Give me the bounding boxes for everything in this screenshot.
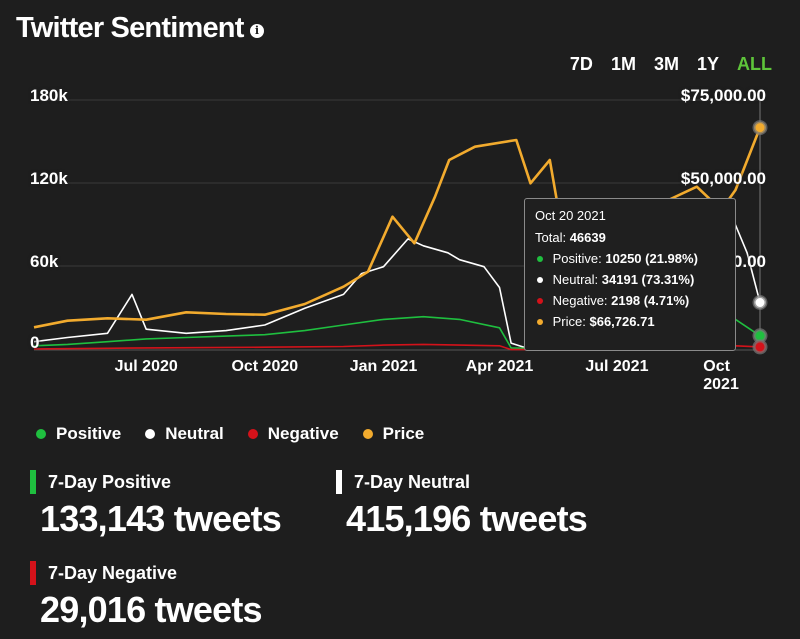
- y-left-tick-180k: 180k: [30, 86, 68, 105]
- legend-price-label: Price: [382, 424, 425, 443]
- negative-legend-dot-icon: [247, 429, 258, 439]
- chart-tooltip: Oct 20 2021 Total: 46639 Positive: 10250…: [524, 198, 736, 351]
- price-legend-dot-icon: [362, 429, 373, 439]
- y-right-tick-50000: $50,000.00: [680, 169, 766, 188]
- marker-negative: [752, 339, 768, 355]
- stat-positive-label: 7-Day Positive: [48, 472, 172, 492]
- tooltip-total-label: Total:: [535, 230, 567, 245]
- range-all[interactable]: ALL: [737, 54, 772, 74]
- legend-negative-label: Negative: [267, 424, 339, 443]
- y-left-tick-0: 0: [30, 333, 40, 352]
- tooltip-price: Price: $66,726.71: [535, 314, 725, 329]
- tooltip-negative: Negative: 2198 (4.71%): [535, 293, 725, 308]
- tooltip-positive: Positive: 10250 (21.98%): [535, 251, 725, 266]
- legend-positive-label: Positive: [56, 424, 122, 443]
- x-tick-apr-2021: Apr 2021: [465, 358, 534, 375]
- tooltip-total-value: 46639: [569, 230, 606, 245]
- tooltip-positive-label: Positive:: [552, 251, 602, 266]
- neutral-dot-icon: [537, 277, 543, 283]
- stat-positive-value: 133,143 tweets: [40, 498, 282, 539]
- tooltip-date: Oct 20 2021: [535, 208, 606, 223]
- positive-dot-icon: [537, 256, 543, 262]
- stat-neutral-label: 7-Day Neutral: [354, 472, 471, 492]
- y-right-tick-75000: $75,000.00: [680, 86, 766, 105]
- range-selector: 7D 1M 3M 1Y ALL: [570, 54, 772, 75]
- negative-bar-icon: [30, 561, 36, 585]
- tooltip-price-label: Price:: [552, 314, 586, 329]
- x-tick-jul-2020: Jul 2020: [114, 358, 178, 375]
- range-1m[interactable]: 1M: [610, 54, 636, 74]
- range-7d[interactable]: 7D: [569, 54, 593, 74]
- stat-negative-label: 7-Day Negative: [48, 563, 178, 583]
- x-tick-jul-2021: Jul 2021: [585, 358, 649, 375]
- x-tick-oct-2021: Oct 2021: [703, 358, 739, 393]
- legend-neutral-label: Neutral: [165, 424, 224, 443]
- x-tick-jan-2021: Jan 2021: [349, 358, 418, 375]
- legend-negative[interactable]: Negative: [247, 424, 339, 444]
- positive-legend-dot-icon: [36, 429, 46, 439]
- page-title: Twitter Sentiment i: [16, 12, 264, 45]
- neutral-legend-dot-icon: [145, 429, 156, 439]
- neutral-bar-icon: [336, 470, 342, 494]
- tooltip-neutral-value: 34191 (73.31%): [601, 272, 695, 287]
- tooltip-price-value: $66,726.71: [589, 314, 655, 329]
- positive-bar-icon: [30, 470, 36, 494]
- tooltip-total: Total: 46639: [535, 230, 725, 245]
- stat-neutral-value: 415,196 tweets: [346, 498, 588, 539]
- info-icon[interactable]: i: [249, 23, 264, 38]
- stat-negative-value: 29,016 tweets: [40, 589, 263, 630]
- price-dot-icon: [537, 319, 543, 325]
- y-left-tick-120k: 120k: [30, 169, 68, 188]
- chart-legend: Positive Neutral Negative Price: [36, 424, 424, 444]
- legend-price[interactable]: Price: [362, 424, 425, 444]
- y-left-tick-60k: 60k: [30, 252, 59, 271]
- tooltip-negative-value: 2198 (4.71%): [611, 293, 690, 308]
- tooltip-positive-value: 10250 (21.98%): [605, 251, 698, 266]
- tooltip-negative-label: Negative:: [552, 293, 608, 308]
- legend-positive[interactable]: Positive: [36, 424, 121, 444]
- x-tick-oct-2020: Oct 2020: [231, 358, 299, 375]
- negative-dot-icon: [537, 298, 543, 304]
- tooltip-neutral-label: Neutral:: [552, 272, 599, 287]
- page-title-text: Twitter Sentiment: [16, 12, 244, 44]
- tooltip-neutral: Neutral: 34191 (73.31%): [535, 272, 725, 287]
- legend-neutral[interactable]: Neutral: [145, 424, 224, 444]
- range-3m[interactable]: 3M: [653, 54, 679, 74]
- range-1y[interactable]: 1Y: [696, 54, 719, 74]
- marker-neutral: [752, 295, 768, 310]
- marker-price: [752, 120, 768, 136]
